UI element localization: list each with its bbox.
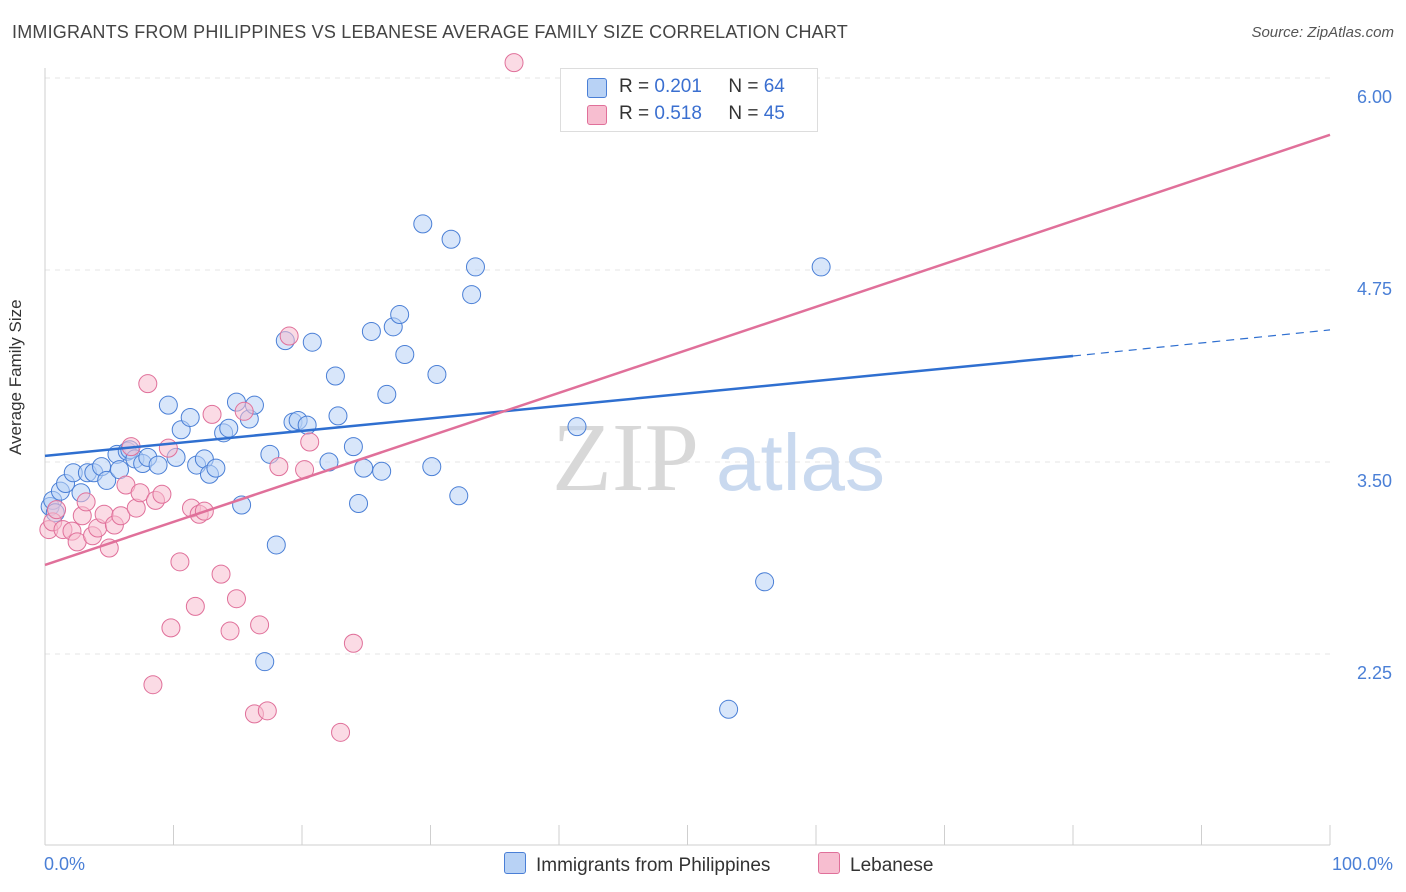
y-tick-labels: 2.25 3.50 4.75 6.00: [1357, 87, 1392, 683]
lebanese-point: [130, 483, 150, 503]
lebanese-point: [158, 438, 178, 458]
legend-n-value: 45: [763, 103, 785, 124]
series-lebanese-points: [39, 53, 789, 742]
legend-row-philippines: R = 0.201 N = 64: [619, 76, 785, 98]
philippines-point: [354, 458, 374, 478]
x-tick-label-max: 100.0%: [1332, 854, 1393, 874]
legend-swatch-philippines: [587, 78, 607, 98]
trend-lines: [44, 133, 1331, 567]
philippines-point: [97, 470, 117, 490]
watermark-atlas: atlas: [716, 418, 885, 507]
philippines-point: [395, 344, 415, 364]
y-tick-label: 6.00: [1357, 87, 1392, 107]
philippines-point: [372, 461, 392, 481]
philippines-point: [390, 305, 410, 325]
bottom-legend-philippines: Immigrants from Philippines: [504, 852, 770, 877]
lebanese-point: [143, 675, 163, 695]
bottom-legend-swatch-philippines: [504, 852, 526, 874]
philippines-point: [219, 418, 239, 438]
philippines-point: [206, 458, 226, 478]
lebanese-point: [99, 538, 119, 558]
philippines-point: [377, 384, 397, 404]
philippines-trend-extension: [1072, 329, 1331, 357]
philippines-point: [266, 535, 286, 555]
watermark: ZIP atlas: [552, 404, 885, 512]
lebanese-point: [76, 492, 96, 512]
philippines-point: [349, 493, 369, 513]
x-tick-labels: 0.0% 100.0%: [44, 854, 1393, 874]
legend-swatch-lebanese: [587, 105, 607, 125]
source-credit: Source: ZipAtlas.com: [1251, 24, 1394, 41]
bottom-legend-label-lebanese: Lebanese: [850, 855, 934, 876]
lebanese-point: [220, 621, 240, 641]
lebanese-point: [111, 506, 131, 526]
gridlines: [45, 77, 1330, 655]
lebanese-point: [47, 500, 67, 520]
bottom-legend-swatch-lebanese: [818, 852, 840, 874]
philippines-trend-line: [44, 354, 1074, 458]
philippines-point: [462, 285, 482, 305]
philippines-point: [567, 417, 587, 437]
legend-r-value: 0.518: [654, 103, 702, 124]
philippines-point: [427, 364, 447, 384]
lebanese-point: [269, 457, 289, 477]
lebanese-point: [211, 564, 231, 584]
philippines-point: [441, 229, 461, 249]
lebanese-point: [250, 615, 270, 635]
y-tick-label: 3.50: [1357, 471, 1392, 491]
philippines-point: [422, 457, 442, 477]
philippines-point: [328, 406, 348, 426]
lebanese-point: [504, 53, 524, 73]
philippines-point: [361, 321, 381, 341]
series-philippines-points: [40, 214, 831, 719]
bottom-legend-lebanese: Lebanese: [818, 852, 933, 877]
lebanese-point: [279, 326, 299, 346]
philippines-point: [811, 257, 831, 277]
y-tick-label: 2.25: [1357, 663, 1392, 683]
legend-row-lebanese: R = 0.518 N = 45: [619, 103, 785, 125]
philippines-point: [719, 699, 739, 719]
legend-n-label: N =: [728, 76, 759, 97]
lebanese-point: [343, 633, 363, 653]
philippines-point: [449, 486, 469, 506]
philippines-point: [465, 257, 485, 277]
lebanese-point: [138, 374, 158, 394]
lebanese-point: [170, 552, 190, 572]
lebanese-point: [257, 701, 277, 721]
bottom-legend-label-philippines: Immigrants from Philippines: [536, 855, 771, 876]
x-tick-label-min: 0.0%: [44, 854, 85, 874]
philippines-point: [158, 395, 178, 415]
chart-title: IMMIGRANTS FROM PHILIPPINES VS LEBANESE …: [12, 22, 848, 42]
lebanese-point: [185, 596, 205, 616]
philippines-point: [180, 407, 200, 427]
lebanese-point: [331, 722, 351, 742]
lebanese-point: [152, 484, 172, 504]
philippines-point: [343, 437, 363, 457]
philippines-point: [255, 652, 275, 672]
philippines-point: [413, 214, 433, 234]
y-tick-label: 4.75: [1357, 279, 1392, 299]
axes: [44, 68, 1331, 846]
lebanese-point: [226, 589, 246, 609]
lebanese-point: [202, 404, 222, 424]
legend-r-value: 0.201: [654, 76, 702, 97]
lebanese-point: [161, 618, 181, 638]
lebanese-point: [300, 432, 320, 452]
legend-n-label: N =: [728, 103, 759, 124]
philippines-point: [302, 332, 322, 352]
legend-n-value: 64: [763, 76, 785, 97]
lebanese-point: [234, 401, 254, 421]
philippines-point: [755, 572, 775, 592]
correlation-legend: R = 0.201 N = 64 R = 0.518 N = 45: [560, 68, 818, 132]
legend-r-label: R =: [619, 103, 650, 124]
philippines-point: [325, 366, 345, 386]
lebanese-trend-line: [44, 133, 1331, 567]
philippines-point: [148, 455, 168, 475]
legend-r-label: R =: [619, 76, 650, 97]
